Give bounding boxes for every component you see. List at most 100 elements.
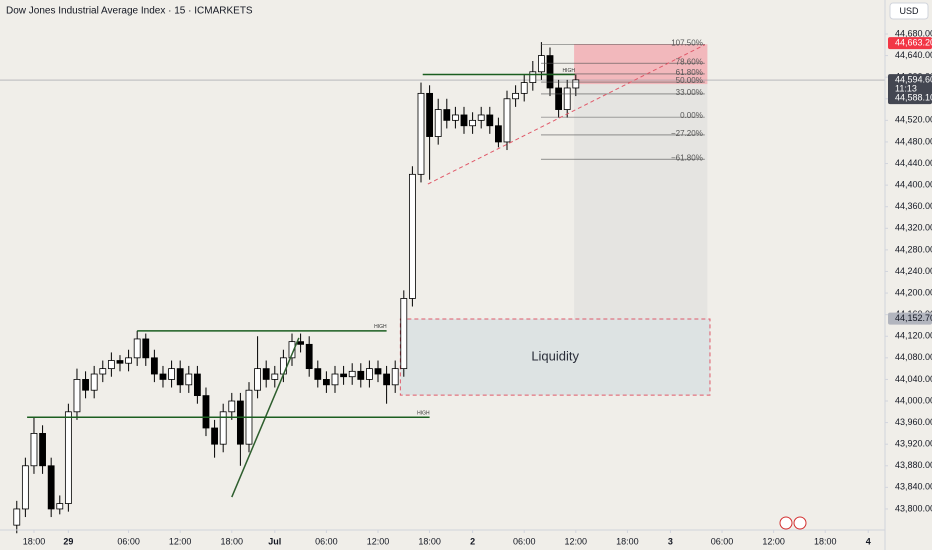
y-tick-label: 43,840.00 <box>895 482 932 492</box>
candle-body <box>116 360 124 364</box>
candle-body <box>202 395 210 429</box>
candle-body <box>236 400 244 445</box>
candle-body <box>563 87 571 110</box>
bid-label: 44,588.10 <box>895 92 932 102</box>
x-tick-label: 12:00 <box>762 536 785 546</box>
dashed-trendline <box>427 44 706 185</box>
candle-body <box>477 114 485 121</box>
y-tick-label: 44,080.00 <box>895 352 932 362</box>
candle-body <box>133 338 141 359</box>
price-tag-label: 44,663.20 <box>895 37 932 47</box>
currency-box[interactable] <box>889 2 929 20</box>
y-tick-label: 43,800.00 <box>895 503 932 513</box>
candle-body <box>357 370 365 380</box>
candle-body <box>486 114 494 127</box>
candle-body <box>469 119 477 127</box>
candle-body <box>13 508 21 526</box>
drawings-over: 107.50% 78.60% 61.80%50.00% 33.00% 0.00% −27.… <box>27 38 706 498</box>
fib-label: 61.80% <box>676 68 703 77</box>
fib-label: 33.00% <box>676 88 703 97</box>
x-tick-label: 06:00 <box>315 536 338 546</box>
y-tick-label: 43,880.00 <box>895 460 932 470</box>
y-tick-label: 44,480.00 <box>895 136 932 146</box>
price-tag <box>888 312 932 325</box>
fib-label: 50.00% <box>676 76 703 85</box>
y-tick-label: 44,000.00 <box>895 395 932 405</box>
y-tick-label: 44,400.00 <box>895 179 932 189</box>
y-tick-label: 43,920.00 <box>895 439 932 449</box>
x-tick-label: 06:00 <box>117 536 140 546</box>
fib-label: −27.20% <box>671 129 703 138</box>
candle-body <box>460 114 468 127</box>
x-tick-label: 18:00 <box>814 536 837 546</box>
flag-icon[interactable] <box>779 516 793 530</box>
candle-body <box>107 360 115 370</box>
candle-body <box>400 298 408 370</box>
candle-body <box>176 368 184 386</box>
x-tick-label: 18:00 <box>616 536 639 546</box>
high-label: HIGH <box>562 68 575 74</box>
candle-body <box>99 368 107 375</box>
candle-body <box>314 368 322 380</box>
candle-body <box>73 379 81 413</box>
candle-body <box>443 109 451 121</box>
high-label: HIGH <box>417 411 430 417</box>
candle-body <box>555 87 563 110</box>
candle-body <box>434 109 442 137</box>
candle-body <box>452 114 459 121</box>
x-tick-label: Jul <box>268 536 281 546</box>
candle-body <box>30 432 38 467</box>
candle-body <box>271 373 279 380</box>
zone <box>574 84 708 319</box>
candle-body <box>47 465 55 510</box>
candle-body <box>512 92 520 100</box>
chart-title: Dow Jones Industrial Average Index · 15 … <box>6 6 253 17</box>
liquidity-label: Liquidity <box>531 348 579 363</box>
candle-body <box>254 368 261 391</box>
candle-body <box>185 373 193 386</box>
candle-body <box>150 357 158 375</box>
candle-body <box>546 55 554 89</box>
high-label: HIGH <box>374 324 387 330</box>
candle-body <box>538 55 545 73</box>
candle-body <box>495 125 502 143</box>
x-tick-label: 06:00 <box>711 536 734 546</box>
candle-body <box>365 368 373 380</box>
candle-body <box>340 373 347 378</box>
last-price-label: 44,594.60 <box>895 74 932 84</box>
y-tick-label: 44,640.00 <box>895 50 932 60</box>
candle-body <box>125 357 132 364</box>
candle-body <box>520 82 528 94</box>
candle-body <box>39 432 46 467</box>
y-tick-label: 44,320.00 <box>895 223 932 233</box>
y-tick-label: 44,520.00 <box>895 115 932 125</box>
flag-icon[interactable] <box>793 516 807 530</box>
x-tick-label: 29 <box>63 536 73 546</box>
candle-body <box>408 173 416 299</box>
y-tick-label: 44,680.00 <box>895 28 932 38</box>
candle-body <box>322 379 330 386</box>
candle-body <box>228 400 236 413</box>
x-tick-label: 2 <box>470 536 475 546</box>
y-tick-label: 44,440.00 <box>895 158 932 168</box>
x-tick-label: 4 <box>866 536 871 546</box>
candle-body <box>219 411 227 445</box>
candle-body <box>142 338 150 359</box>
fib-label: 0.00% <box>680 111 703 120</box>
candle-body <box>391 368 399 386</box>
y-tick-label: 44,280.00 <box>895 244 932 254</box>
fib-label: 78.60% <box>676 57 703 66</box>
candles <box>13 42 580 534</box>
x-tick-label: 12:00 <box>367 536 390 546</box>
candle-body <box>572 79 580 89</box>
x-tick-label: 3 <box>668 536 673 546</box>
candle-body <box>262 368 270 380</box>
candle-body <box>288 341 296 359</box>
candle-body <box>503 98 511 143</box>
candle-body <box>56 503 64 510</box>
currency[interactable]: USD <box>899 6 919 16</box>
candle-body <box>64 411 72 504</box>
event-icons[interactable] <box>779 516 807 530</box>
